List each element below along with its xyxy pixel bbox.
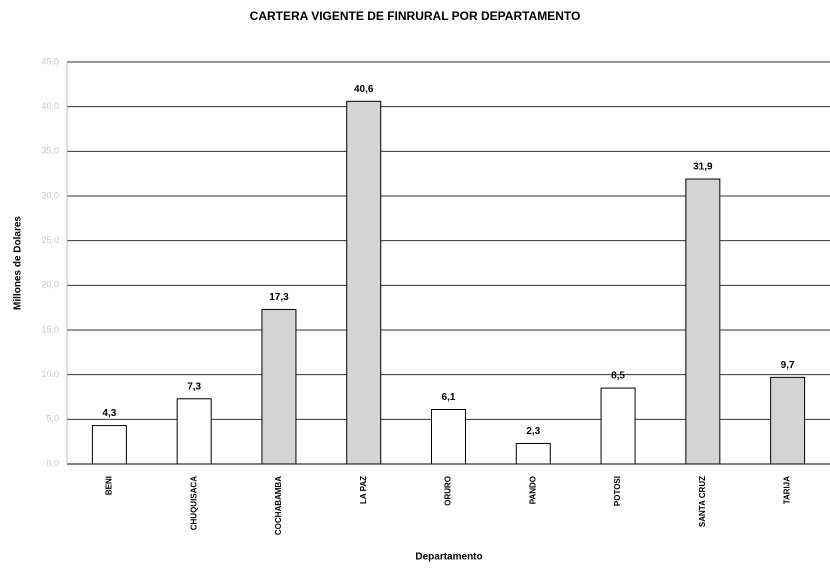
y-axis-title: Millones de Dolares [13,216,24,310]
x-tick-label: POTOSI [613,476,622,506]
x-tick-label: ORURO [444,476,453,506]
bar [91,425,127,465]
value-label: 9,7 [781,360,795,371]
y-tick-label: 25,0 [41,235,59,245]
x-tick-label: BENI [104,476,113,495]
x-tick-label: SANTA CRUZ [698,476,707,527]
y-tick-label: 10,0 [41,369,59,379]
bar [346,100,382,465]
value-label: 2,3 [526,426,540,437]
bar [261,308,297,465]
value-label: 6,1 [442,392,456,403]
x-tick-label: TARIJA [783,476,792,505]
y-tick-label: 0,0 [46,458,59,468]
bar [431,409,466,465]
value-label: 40,6 [354,84,374,95]
y-tick-label: 45,0 [41,56,59,66]
bar [770,376,806,465]
y-tick-label: 40,0 [41,101,59,111]
x-axis-title: Departamento [415,552,482,563]
value-label: 4,3 [102,408,116,419]
y-tick-label: 5,0 [46,414,59,424]
value-label: 17,3 [269,292,289,303]
y-tick-label: 35,0 [41,146,59,156]
bar [515,442,551,465]
y-tick-label: 30,0 [41,190,59,200]
x-tick-label: COCHABAMBA [274,476,283,535]
value-label: 7,3 [187,381,201,392]
bar [176,398,212,465]
x-tick-label: LA PAZ [359,476,368,504]
value-label: 8,5 [611,371,625,382]
x-tick-label: PANDO [528,476,537,504]
value-label: 31,9 [693,162,713,173]
y-tick-label: 20,0 [41,280,59,290]
x-tick-label: CHUQUISACA [189,476,198,530]
bar [685,178,721,465]
y-tick-label: 15,0 [41,324,59,334]
bar [600,387,636,465]
chart-title: CARTERA VIGENTE DE FINRURAL POR DEPARTAM… [250,9,581,23]
